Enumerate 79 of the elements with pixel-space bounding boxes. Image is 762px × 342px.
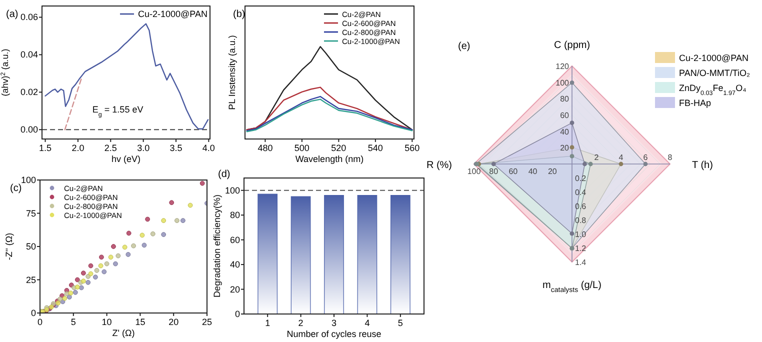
- text: 60: [508, 167, 518, 176]
- y-axis-title: -Z'' (Ω): [4, 232, 14, 260]
- y-tick-label: 80: [230, 210, 240, 220]
- y-tick-label: 0.02: [20, 87, 38, 98]
- spoke-label: C (ppm): [554, 40, 590, 51]
- legend-label: PAN/O-MMT/TiO₂: [679, 68, 750, 78]
- legend-label: Cu-2-1000@PAN: [138, 9, 208, 19]
- x-tick-label: 540: [368, 143, 383, 153]
- chart-title: (d): [218, 169, 230, 180]
- y-tick-label: 75: [26, 208, 36, 218]
- text: 100: [556, 78, 569, 88]
- y-tick-label: 0.04: [20, 50, 38, 60]
- y-tick-label: 25: [26, 274, 36, 285]
- x-tick-label: 4: [364, 318, 370, 328]
- text: 0.4: [575, 188, 586, 197]
- text: 0.2: [575, 174, 586, 183]
- x-tick-label: 5: [70, 317, 76, 327]
- x-tick-label: 500: [294, 143, 310, 153]
- text: 1.2: [575, 244, 586, 253]
- text: 0.6: [575, 202, 586, 211]
- x-tick-label: 25: [202, 317, 212, 327]
- text: 0.8: [575, 216, 586, 225]
- x-tick-label: 15: [135, 317, 146, 327]
- y-tick-label: 0.00: [20, 124, 38, 135]
- x-tick-label: 3.0: [137, 143, 150, 153]
- y-tick-label: 0.06: [20, 12, 38, 22]
- text: 20: [548, 167, 557, 176]
- spoke-label: R (%): [426, 160, 452, 171]
- y-tick-label: 20: [230, 284, 240, 294]
- text: 80: [560, 94, 569, 104]
- text: 4: [618, 153, 624, 162]
- text: 80: [489, 167, 498, 176]
- legend-label: Cu-2-1000@PAN: [679, 53, 748, 63]
- text: 40: [528, 167, 538, 176]
- text: 1.0: [575, 230, 586, 239]
- y-axis-title: PL Instensity (a.u.): [227, 35, 237, 110]
- x-axis-title: hv (eV): [111, 154, 141, 164]
- x-tick-label: 3.5: [170, 143, 182, 153]
- chart-title: (b): [233, 9, 246, 20]
- x-tick-label: 2.5: [104, 143, 117, 153]
- x-tick-label: 4.0: [202, 143, 215, 153]
- x-tick-label: 3: [331, 318, 337, 328]
- y-tick-label: 100: [224, 185, 240, 196]
- legend-label: ZnDy$_{0.03}$Fe$_{1.97}$O₄: [679, 83, 747, 96]
- x-tick-label: 5: [398, 318, 403, 328]
- text: 120: [556, 62, 569, 71]
- text: 100: [467, 167, 481, 176]
- spoke-label: T (h): [692, 160, 713, 171]
- legend-label: FB-HAp: [679, 98, 712, 108]
- text: 6: [643, 153, 648, 162]
- y-tick-label: 100: [20, 175, 36, 185]
- text: 2: [594, 153, 599, 162]
- x-tick-label: 1.5: [39, 143, 52, 153]
- x-tick-label: 10: [102, 317, 112, 327]
- x-axis-title: Number of cycles reuse: [286, 329, 382, 339]
- x-tick-label: 480: [258, 143, 273, 153]
- y-tick-label: 0: [234, 309, 240, 319]
- x-tick-label: 520: [331, 143, 346, 153]
- spoke-label: m$_{catalysts}$ (g/L): [542, 280, 602, 294]
- chart-title: (c): [10, 183, 22, 194]
- y-tick-label: 60: [230, 234, 240, 245]
- text: 1.4: [575, 258, 586, 267]
- text: 60: [560, 111, 569, 120]
- text: 8: [668, 153, 672, 162]
- x-axis-title: Wavelength (nm): [295, 154, 364, 164]
- x-tick-label: 1: [265, 318, 270, 328]
- x-tick-label: 2: [298, 318, 304, 328]
- text: 40: [560, 127, 569, 136]
- y-tick-label: 0: [30, 308, 36, 318]
- chart-title: (a): [6, 9, 18, 20]
- x-axis-title: Z' (Ω): [112, 328, 135, 338]
- y-tick-label: 40: [230, 260, 240, 270]
- x-tick-label: 560: [404, 143, 420, 153]
- annotation: E$_{g}$ = 1.55 eV: [92, 104, 144, 118]
- x-tick-label: 2.0: [72, 143, 84, 153]
- chart-title: (e): [458, 41, 470, 52]
- x-tick-label: 20: [168, 317, 179, 327]
- y-tick-label: 50: [26, 242, 36, 252]
- y-axis-title: Degradation efficiency(%): [212, 194, 222, 298]
